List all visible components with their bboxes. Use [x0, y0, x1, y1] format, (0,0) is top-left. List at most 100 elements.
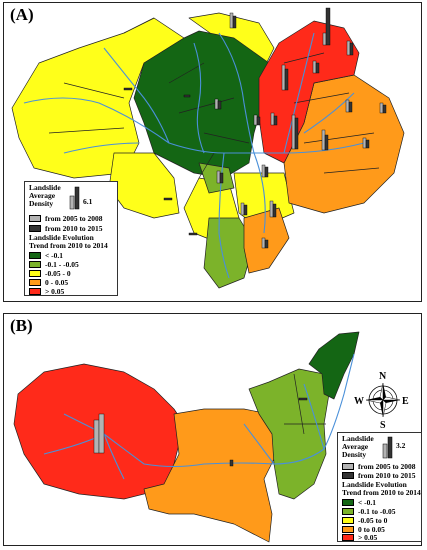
legend-class-5: > 0.05 — [29, 287, 64, 296]
label-2005-2008: from 2005 to 2008 — [358, 462, 416, 471]
bar-2005-2008 — [345, 99, 350, 113]
legend-class-5: > 0.05 — [342, 533, 377, 542]
bar-2010-2015 — [294, 117, 299, 150]
label-class-5: > 0.05 — [358, 533, 378, 542]
label-class-5: > 0.05 — [45, 287, 65, 296]
bar-2005-2008 — [312, 60, 317, 74]
label-class-2: -0.1 - -0.05 — [45, 260, 79, 269]
swatch-class-1 — [342, 499, 354, 506]
bar-2005-2008 — [270, 112, 275, 126]
bar-2010-2015 — [163, 197, 173, 201]
bar-2010-2015 — [229, 459, 234, 467]
basin-southwest-yellow — [108, 152, 180, 219]
density-title-line-1: Landslide — [29, 183, 61, 192]
bar-2010-2015 — [273, 115, 278, 126]
bar-2005-2008 — [322, 32, 327, 46]
swatch-2010-2015 — [29, 225, 41, 232]
bar-2010-2015 — [243, 204, 248, 216]
legend-period-2005-2008: from 2005 to 2008 — [29, 214, 103, 223]
bar-2010-2015 — [217, 100, 222, 110]
map-panel-a: (A) Landslide Average Density 6.1 from 2… — [3, 2, 422, 302]
swatch-class-5 — [342, 534, 354, 541]
swatch-2005-2008 — [342, 463, 354, 470]
legend-class-3: -0.05 to 0 — [342, 516, 387, 525]
bar-2010-2015 — [123, 87, 133, 91]
bar-2005-2008 — [321, 129, 326, 151]
swatch-class-2 — [29, 261, 41, 268]
bar-2005-2008 — [346, 40, 351, 56]
bar-2005-2008 — [229, 12, 234, 29]
bar-2005-2008 — [214, 98, 219, 110]
legend-class-3: -0.05 - 0 — [29, 269, 71, 278]
compass-west: W — [354, 396, 364, 407]
swatch-class-4 — [29, 279, 41, 286]
swatch-class-2 — [342, 508, 354, 515]
bar-2010-2015 — [183, 94, 191, 98]
label-class-1: < -0.1 — [358, 498, 377, 507]
legend-period-2010-2015: from 2010 to 2015 — [342, 471, 416, 480]
swatch-class-5 — [29, 288, 41, 295]
legend-class-2: -0.1 - -0.05 — [29, 260, 79, 269]
bar-2010-2015 — [264, 166, 269, 178]
bar-2010-2015 — [284, 68, 289, 91]
bar-2005-2008 — [93, 419, 100, 454]
bar-2010-2015 — [349, 42, 354, 56]
label-class-2: -0.1 to -0.05 — [358, 507, 396, 516]
density-scale-icon — [382, 436, 393, 459]
bar-2010-2015 — [272, 203, 277, 218]
density-scale-value: 6.1 — [83, 197, 93, 206]
label-class-1: < -0.1 — [45, 251, 64, 260]
panel-label-b: (B) — [10, 316, 33, 335]
compass-east: E — [402, 396, 409, 407]
density-scale-value: 3.2 — [396, 441, 406, 450]
swatch-2005-2008 — [29, 215, 41, 222]
label-class-3: -0.05 - 0 — [45, 269, 71, 278]
basin-west-yellow — [11, 17, 185, 179]
trend-title-line-1: Landslide Evolution — [29, 233, 94, 242]
river-network-b — [43, 353, 355, 480]
bar-2005-2008 — [269, 200, 274, 218]
bar-2010-2015 — [188, 232, 198, 236]
basin-south-lightgreen — [203, 217, 255, 289]
legend-class-4: 0 - 0.05 — [29, 278, 68, 287]
bar-2010-2015 — [219, 172, 224, 184]
legend-class-1: < -0.1 — [29, 251, 63, 260]
bar-2010-2015 — [98, 413, 105, 454]
panel-label-a: (A) — [10, 5, 34, 24]
legend-b: Landslide Average Density 3.2 from 2005 … — [337, 432, 422, 542]
density-title-line-3: Density — [342, 450, 367, 459]
swatch-class-3 — [342, 517, 354, 524]
map-a-basins — [11, 7, 405, 289]
legend-class-4: 0 to 0.05 — [342, 525, 385, 534]
map-b-basins: N S E W — [13, 331, 409, 543]
bar-2010-2015 — [256, 116, 261, 126]
basin-northeast-red — [258, 20, 360, 164]
river-network-a — [23, 32, 365, 279]
trend-title-line-1: Landslide Evolution — [342, 480, 407, 489]
bar-2010-2015 — [324, 134, 329, 151]
bar-2010-2015 — [325, 7, 331, 46]
swatch-class-3 — [29, 270, 41, 277]
legend-period-2010-2015: from 2010 to 2015 — [29, 224, 103, 233]
label-class-3: -0.05 to 0 — [358, 516, 388, 525]
bar-2005-2008 — [379, 102, 384, 114]
bar-2005-2008 — [216, 170, 221, 184]
bar-2010-2015 — [264, 239, 269, 249]
bar-2005-2008 — [240, 202, 245, 216]
label-2010-2015: from 2010 to 2015 — [45, 224, 103, 233]
compass-rose — [365, 382, 401, 418]
density-bars-a — [123, 7, 387, 249]
basin-mid-lightgreen — [198, 162, 235, 194]
bar-2005-2008 — [291, 114, 296, 150]
density-bars-b — [93, 397, 308, 467]
label-class-4: 0 to 0.05 — [358, 525, 385, 534]
bar-2005-2008 — [261, 237, 266, 249]
density-title-line-1: Landslide — [342, 434, 374, 443]
density-scale-icon — [69, 186, 80, 210]
legend-class-2: -0.1 to -0.05 — [342, 507, 396, 516]
label-2010-2015: from 2010 to 2015 — [358, 471, 416, 480]
bar-2005-2008 — [281, 64, 286, 91]
trend-title-line-2: Trend from 2010 to 2014 — [29, 241, 108, 250]
density-title-line-2: Average — [29, 191, 56, 200]
bar-2005-2008 — [253, 114, 258, 126]
